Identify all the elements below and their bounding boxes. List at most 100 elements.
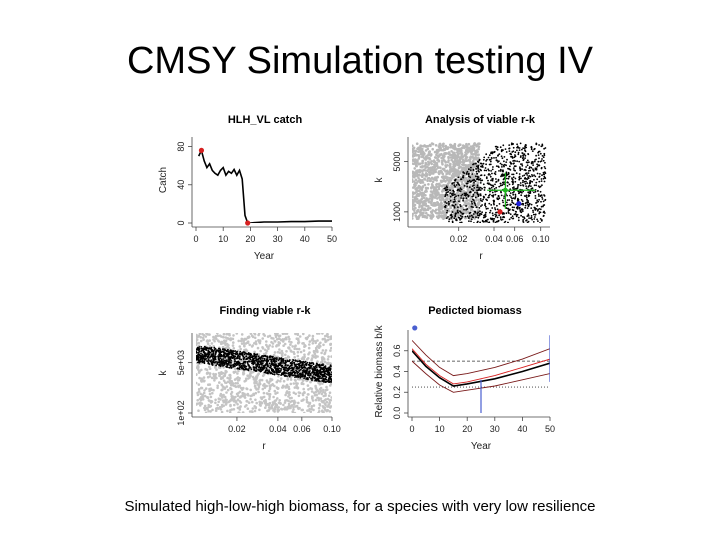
scatter-point <box>441 194 445 197</box>
scatter-point <box>503 197 505 200</box>
scatter-point <box>455 184 458 186</box>
scatter-point <box>496 198 499 201</box>
scatter-point <box>207 349 210 352</box>
scatter-point <box>495 148 498 150</box>
scatter-point <box>526 207 529 210</box>
scatter-point <box>210 400 214 403</box>
scatter-point <box>502 201 504 204</box>
scatter-point <box>215 376 218 380</box>
scatter-point <box>518 176 521 179</box>
scatter-point <box>525 180 527 183</box>
scatter-point <box>436 175 440 179</box>
x-axis-label: r <box>479 251 483 262</box>
scatter-point <box>522 179 524 182</box>
scatter-point <box>302 373 304 376</box>
scatter-point <box>466 189 470 193</box>
scatter-point <box>489 193 491 196</box>
scatter-point <box>308 407 311 411</box>
scatter-point <box>522 190 525 193</box>
scatter-point <box>458 212 462 216</box>
scatter-point <box>235 333 239 335</box>
scatter-point <box>509 192 512 195</box>
scatter-point <box>225 391 228 394</box>
scatter-point <box>330 346 332 350</box>
scatter-point <box>484 205 487 208</box>
scatter-point <box>440 171 444 174</box>
scatter-point <box>208 363 211 365</box>
scatter-point <box>500 155 503 158</box>
scatter-point <box>449 145 453 149</box>
scatter-point <box>491 168 494 171</box>
scatter-point <box>276 391 279 395</box>
scatter-point <box>533 160 536 163</box>
scatter-point <box>516 149 518 152</box>
scatter-point <box>528 217 530 220</box>
scatter-point <box>529 181 532 184</box>
scatter-point <box>227 360 230 363</box>
scatter-point <box>241 391 244 395</box>
scatter-point <box>418 168 422 172</box>
scatter-point <box>490 170 492 172</box>
scatter-point <box>265 379 269 382</box>
scatter-point <box>202 391 206 395</box>
scatter-point <box>425 197 428 200</box>
scatter-point <box>457 170 461 174</box>
scatter-point <box>201 398 205 401</box>
scatter-point <box>248 372 252 376</box>
scatter-point <box>230 364 233 367</box>
scatter-point <box>259 404 262 407</box>
scatter-point <box>512 173 515 176</box>
scatter-point <box>463 185 466 187</box>
scatter-point <box>220 403 224 407</box>
scatter-point <box>218 381 221 384</box>
scatter-point <box>535 208 538 210</box>
scatter-point <box>208 387 211 391</box>
scatter-point <box>281 366 284 369</box>
scatter-point <box>196 346 199 349</box>
scatter-point <box>532 209 534 212</box>
scatter-point <box>422 211 425 215</box>
scatter-point <box>512 191 514 194</box>
scatter-point <box>202 376 206 379</box>
scatter-point <box>271 403 275 406</box>
scatter-point <box>453 159 457 163</box>
scatter-point <box>233 358 236 361</box>
scatter-point <box>508 175 511 178</box>
scatter-point <box>533 206 536 209</box>
scatter-point <box>525 187 528 190</box>
scatter-point <box>236 357 239 360</box>
scatter-point <box>520 177 522 180</box>
scatter-point <box>286 359 289 362</box>
scatter-point <box>539 152 542 155</box>
scatter-point <box>266 361 269 363</box>
scatter-point <box>219 408 223 411</box>
scatter-point <box>500 194 503 197</box>
scatter-point <box>278 341 282 345</box>
scatter-point <box>543 147 545 150</box>
scatter-point <box>522 159 525 162</box>
scatter-point <box>450 217 453 219</box>
scatter-point <box>452 166 456 170</box>
scatter-point <box>461 182 464 186</box>
scatter-point <box>495 178 497 180</box>
scatter-point <box>532 211 535 214</box>
scatter-point <box>452 164 456 167</box>
scatter-point <box>504 220 507 223</box>
scatter-point <box>535 142 538 145</box>
scatter-point <box>296 350 300 354</box>
scatter-point <box>243 353 246 356</box>
scatter-point <box>512 150 515 153</box>
scatter-point <box>317 411 320 413</box>
scatter-point <box>542 177 545 180</box>
scatter-point <box>226 363 229 365</box>
x-tick-label: 0.06 <box>506 234 524 244</box>
scatter-point <box>518 177 521 180</box>
scatter-point <box>501 163 503 166</box>
scatter-point <box>288 374 290 377</box>
scatter-point <box>533 218 536 220</box>
scatter-point <box>231 360 235 363</box>
scatter-point <box>428 156 431 160</box>
scatter-point <box>477 156 480 160</box>
scatter-point <box>429 154 433 157</box>
scatter-point <box>233 367 237 371</box>
